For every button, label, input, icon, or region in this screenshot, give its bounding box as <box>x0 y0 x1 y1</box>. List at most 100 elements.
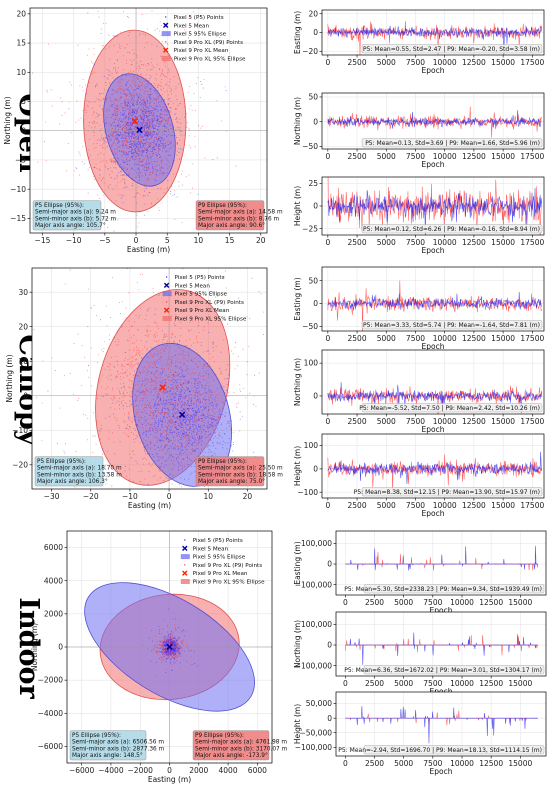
x-tick-label: 5000 <box>377 58 396 67</box>
p5-series <box>345 706 538 744</box>
stats-text: P5: Mean=6.36, Std=1672.02 | P9: Mean=3.… <box>344 667 542 674</box>
y-tick-label: −15 <box>10 214 26 223</box>
stats-text: P5: Mean=5.30, Std=2338.23 | P9: Mean=9.… <box>344 586 542 593</box>
legend: Pixel 5 (P5) Points Pixel 5 Mean Pixel 5 9… <box>162 275 247 323</box>
x-tick-label: 5 <box>165 236 170 245</box>
p5-series <box>327 291 542 311</box>
y-tick-label: 50 <box>308 276 318 285</box>
y-tick-label: 50,000 <box>306 699 332 708</box>
legend-entry: Pixel 9 Pro XL 95% Ellipse <box>174 57 246 63</box>
y-tick-label: −50,000 <box>299 728 332 737</box>
legend-entry: Pixel 5 95% Ellipse <box>174 32 227 38</box>
x-tick-label: 2500 <box>365 759 384 768</box>
p5-series <box>345 545 538 571</box>
x-axis-label: Epoch <box>422 342 445 351</box>
x-tick-label: 17500 <box>520 152 544 161</box>
timeseries-panel-indoor-0: 0 2500 5000 7500 10000 12500 15000 −100,000 0 100… <box>293 530 547 615</box>
x-tick-label: 15000 <box>508 679 532 688</box>
x-tick-label: 20 <box>256 236 266 245</box>
y-tick-label: −20 <box>12 460 28 469</box>
x-tick-label: 0 <box>325 58 330 67</box>
x-tick-label: 15000 <box>508 759 532 768</box>
box-line: Semi-minor axis (b): 13.58 m <box>37 472 122 478</box>
x-axis-label: Epoch <box>430 767 453 776</box>
y-tick-label: 0 <box>327 641 332 650</box>
p5-series <box>345 632 538 665</box>
y-tick-label: 6000 <box>44 543 63 552</box>
p5-mean-marker <box>178 411 186 418</box>
x-tick-label: 17500 <box>520 238 544 247</box>
p9-points <box>33 268 265 489</box>
x-tick-label: 12500 <box>462 501 486 510</box>
x-tick-label: −10 <box>122 492 138 501</box>
stats-text: P5: Mean=0.12, Std=6.26 | P9: Mean=-0.16… <box>363 226 540 233</box>
box-line: Major axis angle: 148.5° <box>72 753 143 759</box>
y-tick-label: 5 <box>21 97 26 106</box>
p5-ellipse-box: P5 Ellipse (95%):Semi-major axis (a): 9.… <box>32 200 117 231</box>
x-tick-label: 10000 <box>433 58 457 67</box>
x-axis-label: Epoch <box>422 509 445 518</box>
legend-entry: Pixel 5 Mean <box>174 23 210 29</box>
y-axis-label: Northing (m) <box>3 96 12 144</box>
p5-series <box>327 451 542 484</box>
x-tick-label: 2000 <box>189 766 208 775</box>
y-tick-label: −5 <box>15 156 26 165</box>
stats-box <box>361 320 543 330</box>
x-tick-label: 5000 <box>377 417 396 426</box>
x-tick-label: 6000 <box>248 766 267 775</box>
y-tick-label: 20 <box>16 9 26 18</box>
stats-box <box>361 44 543 54</box>
x-tick-label: 5000 <box>394 598 413 607</box>
x-axis-label: Epoch <box>422 425 445 434</box>
x-tick-label: 4000 <box>219 766 238 775</box>
stats-box <box>363 584 545 594</box>
box-line: Semi-minor axis (b): 5.72 m <box>35 216 117 222</box>
p9-ellipse-box: P9 Ellipse (95%):Semi-major axis (a): 47… <box>192 730 288 761</box>
stats-text: P5: Mean=-5.52, Std=7.50 | P9: Mean=2.42… <box>359 405 540 412</box>
y-tick-label: −100,000 <box>295 743 333 752</box>
x-tick-label: 10000 <box>433 501 457 510</box>
x-tick-label: −15 <box>35 236 51 245</box>
x-tick-label: 0 <box>343 759 348 768</box>
box-line: P5 Ellipse (95%): <box>35 203 84 209</box>
y-tick-label: 100,000 <box>301 539 332 548</box>
x-axis-label: Epoch <box>422 66 445 75</box>
legend-entry: Pixel 5 (P5) Points <box>175 275 225 281</box>
legend-entry: Pixel 9 Pro XL (P9) Points <box>193 563 262 569</box>
p5-series <box>327 188 542 235</box>
plot-frame <box>29 7 268 234</box>
x-tick-label: −10 <box>66 236 82 245</box>
box-line: Semi-minor axis (b): 8.76 m <box>198 216 280 222</box>
y-tick-label: −10 <box>10 185 26 194</box>
row-label: Indoor <box>13 597 44 699</box>
x-tick-label: 5000 <box>377 501 396 510</box>
x-tick-label: 10000 <box>433 417 457 426</box>
x-tick-label: 2500 <box>348 238 367 247</box>
plot-frame <box>321 266 545 332</box>
legend-entry: Pixel 9 Pro XL (P9) Points <box>175 300 244 306</box>
box-line: Semi-minor axis (b): 18.58 m <box>198 472 283 478</box>
x-tick-label: 15000 <box>491 58 515 67</box>
y-axis-label: Easting (m) <box>293 541 302 584</box>
x-tick-label: 7500 <box>406 501 425 510</box>
y-axis-label: Northing (m) <box>5 354 14 402</box>
y-tick-label: 100 <box>304 441 319 450</box>
x-tick-label: 0 <box>167 492 172 501</box>
plot-frame <box>335 611 547 677</box>
x-tick-label: 2500 <box>348 334 367 343</box>
legend-entry: Pixel 5 95% Ellipse <box>193 555 246 561</box>
y-tick-label: 0 <box>327 714 332 723</box>
x-tick-label: −5 <box>99 236 110 245</box>
x-tick-label: 15 <box>225 236 235 245</box>
timeseries-panel-canopy-2: 0 2500 5000 7500 10000 12500 15000 17500 −100 0 10… <box>293 433 544 518</box>
x-tick-label: 2500 <box>365 679 384 688</box>
x-tick-label: 10000 <box>433 334 457 343</box>
y-tick-label: −50 <box>302 142 318 151</box>
y-tick-label: 4000 <box>44 576 63 585</box>
y-axis-label: Height (m) <box>293 704 302 744</box>
x-tick-label: 15000 <box>491 334 515 343</box>
x-tick-label: 10 <box>194 236 204 245</box>
x-tick-label: 7500 <box>423 598 442 607</box>
x-tick-label: 7500 <box>406 417 425 426</box>
